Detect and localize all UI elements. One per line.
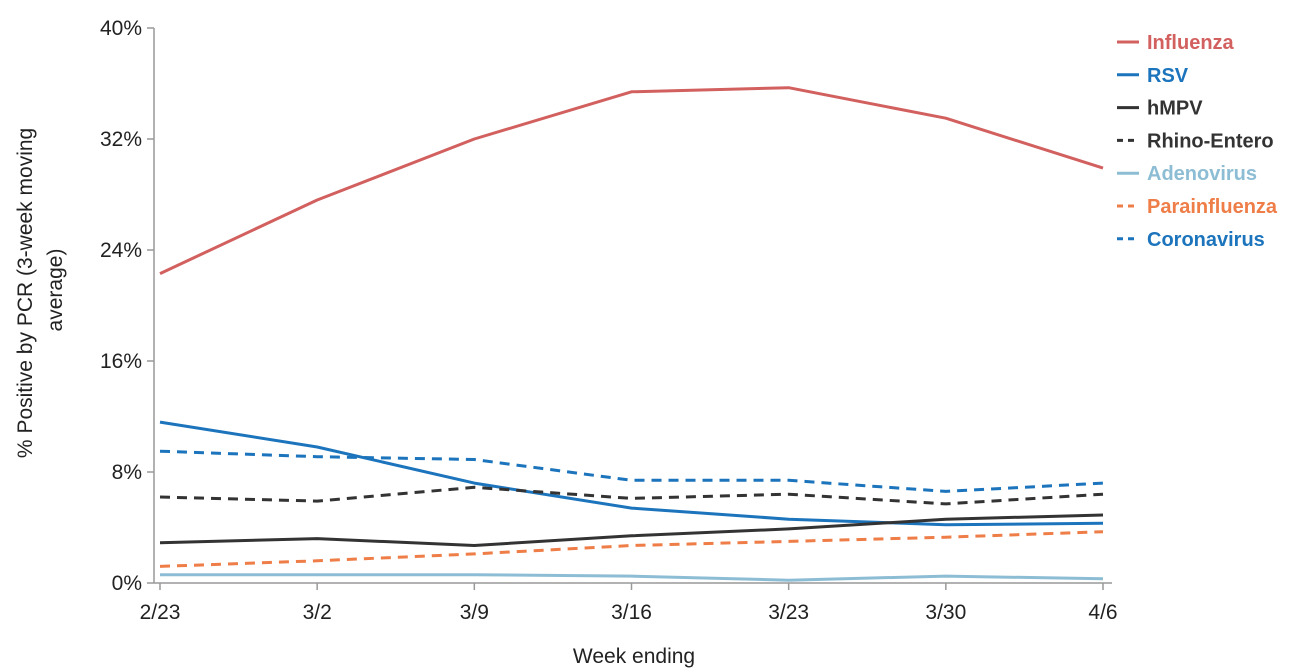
y-axis-title: % Positive by PCR (3-week moving average…	[14, 122, 67, 458]
x-tick-label: 3/30	[925, 601, 966, 624]
x-tick-label: 4/6	[1088, 601, 1117, 624]
y-axis-title-line-2: average)	[44, 249, 67, 332]
x-tick-label: 3/23	[768, 601, 809, 624]
series-line-rhino-entero	[159, 485, 1104, 506]
y-tick-label: 24%	[100, 239, 142, 262]
legend-label-rsv: RSV	[1147, 65, 1189, 87]
legend-label-parainfluenza: Parainfluenza	[1147, 196, 1278, 218]
series-line-adenovirus	[160, 573, 1104, 582]
y-tick-label: 8%	[112, 461, 142, 484]
axes	[153, 28, 1112, 584]
y-tick-label: 32%	[100, 128, 142, 151]
legend-label-influenza: Influenza	[1147, 32, 1235, 54]
legend-label-rhino-entero: Rhino-Entero	[1147, 130, 1274, 152]
y-axis-title-line-1: % Positive by PCR (3-week moving	[14, 128, 37, 458]
x-tick-label: 3/2	[303, 601, 332, 624]
series-lines	[159, 86, 1104, 582]
legend-label-hmpv: hMPV	[1147, 98, 1203, 120]
x-ticks: 2/23 3/2 3/9 3/16 3/23 3/30 4/6	[140, 583, 1118, 624]
x-tick-label: 3/16	[611, 601, 652, 624]
x-tick-label: 2/23	[140, 601, 181, 624]
series-line-rsv	[159, 420, 1104, 527]
legend-label-adenovirus: Adenovirus	[1147, 163, 1257, 185]
series-line-hmpv	[159, 513, 1104, 547]
y-ticks: 0% 8% 16% 24% 32% 40%	[100, 17, 154, 595]
series-line-parainfluenza	[159, 530, 1104, 568]
legend-label-coronavirus: Coronavirus	[1147, 229, 1265, 251]
series-line-influenza	[159, 86, 1104, 275]
legend: Influenza RSV hMPV Rhino-Entero Adenovirus Pa…	[1117, 32, 1278, 251]
x-tick-label: 3/9	[460, 601, 489, 624]
series-line-coronavirus	[159, 449, 1104, 493]
y-tick-label: 16%	[100, 350, 142, 373]
y-tick-label: 40%	[100, 17, 142, 40]
y-tick-label: 0%	[112, 572, 142, 595]
x-axis-title: Week ending	[573, 645, 695, 668]
